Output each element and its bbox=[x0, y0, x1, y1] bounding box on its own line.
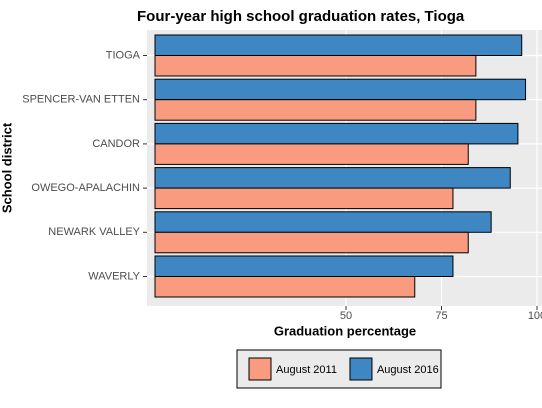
chart-title: Four-year high school graduation rates, … bbox=[137, 8, 465, 25]
x-tick-label: 100 bbox=[528, 310, 542, 322]
y-tick-label: SPENCER-VAN ETTEN bbox=[22, 94, 140, 106]
bar bbox=[154, 167, 511, 189]
legend-label: August 2011 bbox=[276, 364, 337, 376]
bar bbox=[154, 34, 523, 56]
legend-key bbox=[349, 357, 373, 381]
bar bbox=[154, 78, 527, 101]
bar bbox=[154, 143, 469, 165]
y-tick-label: CANDOR bbox=[92, 138, 140, 150]
bar bbox=[154, 231, 469, 254]
legend-key bbox=[248, 357, 272, 381]
bar bbox=[154, 99, 477, 121]
y-tick-label: NEWARK VALLEY bbox=[48, 226, 140, 238]
bar bbox=[154, 55, 477, 77]
y-tick-label: WAVERLY bbox=[88, 270, 140, 282]
y-tick-label: TIOGA bbox=[106, 49, 141, 61]
bar bbox=[154, 211, 492, 233]
x-tick-label: 50 bbox=[340, 310, 352, 322]
x-axis-title: Graduation percentage bbox=[274, 323, 416, 338]
x-tick-label: 75 bbox=[435, 310, 447, 322]
bar bbox=[154, 122, 519, 145]
bar bbox=[154, 255, 454, 277]
bar bbox=[154, 187, 454, 210]
bar bbox=[154, 276, 416, 298]
y-tick-label: OWEGO-APALACHIN bbox=[31, 182, 140, 194]
y-axis-title: School district bbox=[0, 122, 14, 213]
legend-label: August 2016 bbox=[377, 364, 439, 376]
